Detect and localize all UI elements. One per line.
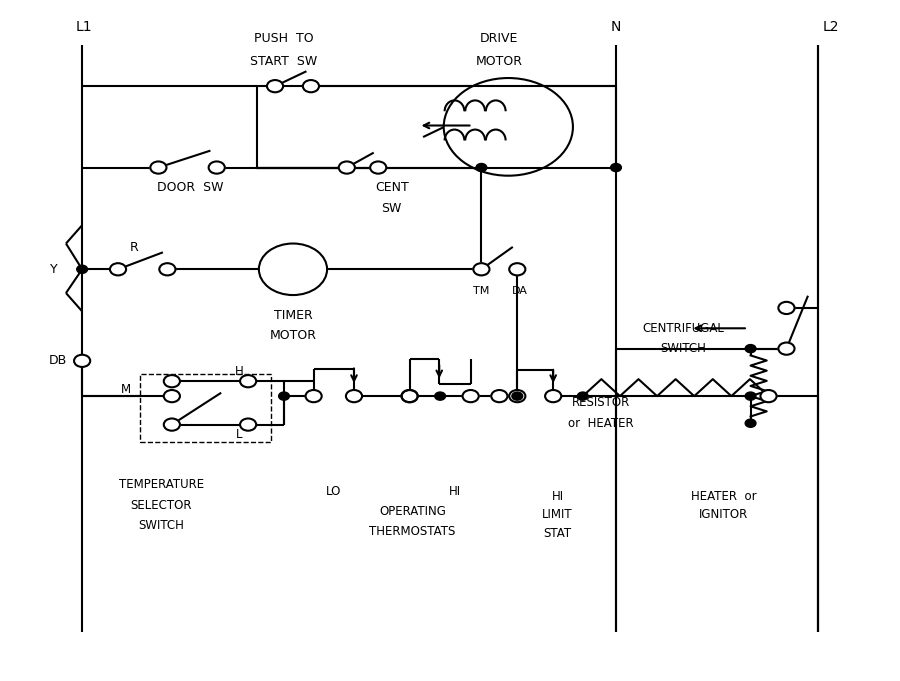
Text: LIMIT: LIMIT bbox=[543, 508, 573, 521]
Circle shape bbox=[509, 263, 526, 275]
Circle shape bbox=[259, 244, 327, 295]
Circle shape bbox=[512, 392, 523, 400]
Text: RESISTOR: RESISTOR bbox=[572, 396, 630, 409]
Text: H: H bbox=[235, 364, 244, 377]
Text: M: M bbox=[122, 383, 131, 396]
Circle shape bbox=[110, 263, 126, 275]
Circle shape bbox=[240, 419, 256, 430]
Circle shape bbox=[473, 263, 490, 275]
Circle shape bbox=[209, 161, 225, 174]
Circle shape bbox=[240, 375, 256, 387]
Text: OPERATING: OPERATING bbox=[379, 505, 446, 518]
Circle shape bbox=[491, 390, 508, 402]
Text: SWITCH: SWITCH bbox=[661, 342, 707, 355]
Circle shape bbox=[303, 80, 319, 92]
Circle shape bbox=[370, 161, 386, 174]
Text: SW: SW bbox=[382, 202, 402, 215]
Circle shape bbox=[305, 390, 321, 402]
Text: IGNITOR: IGNITOR bbox=[699, 508, 748, 521]
Text: TIMER: TIMER bbox=[274, 309, 312, 322]
Circle shape bbox=[509, 390, 526, 402]
Circle shape bbox=[401, 390, 418, 402]
Text: DB: DB bbox=[49, 354, 67, 367]
Text: HI: HI bbox=[552, 490, 563, 503]
Text: THERMOSTATS: THERMOSTATS bbox=[369, 525, 455, 538]
Circle shape bbox=[745, 419, 756, 427]
Text: SELECTOR: SELECTOR bbox=[130, 498, 192, 512]
Text: CENTRIFUGAL: CENTRIFUGAL bbox=[643, 322, 725, 335]
Text: LO: LO bbox=[326, 485, 341, 498]
Text: TM: TM bbox=[473, 286, 490, 296]
Circle shape bbox=[745, 392, 756, 400]
Text: MOTOR: MOTOR bbox=[269, 329, 317, 343]
Circle shape bbox=[74, 355, 90, 367]
Circle shape bbox=[164, 419, 180, 430]
Text: N: N bbox=[611, 20, 621, 34]
Text: PUSH  TO: PUSH TO bbox=[254, 32, 314, 45]
Circle shape bbox=[444, 78, 573, 176]
Circle shape bbox=[545, 390, 562, 402]
Circle shape bbox=[778, 302, 795, 314]
Text: L: L bbox=[236, 428, 242, 441]
Text: or  HEATER: or HEATER bbox=[568, 417, 634, 430]
Text: STAT: STAT bbox=[544, 526, 572, 539]
Circle shape bbox=[778, 343, 795, 355]
Circle shape bbox=[164, 375, 180, 387]
Text: DRIVE: DRIVE bbox=[481, 32, 518, 45]
Text: HEATER  or: HEATER or bbox=[691, 490, 757, 503]
Circle shape bbox=[150, 161, 166, 174]
Circle shape bbox=[610, 163, 621, 172]
Circle shape bbox=[760, 390, 777, 402]
Text: R: R bbox=[130, 241, 139, 254]
Circle shape bbox=[401, 390, 418, 402]
Circle shape bbox=[76, 265, 87, 273]
Circle shape bbox=[338, 161, 355, 174]
Text: L1: L1 bbox=[76, 20, 93, 34]
Text: SWITCH: SWITCH bbox=[139, 519, 184, 532]
Text: L2: L2 bbox=[823, 20, 839, 34]
Text: DOOR  SW: DOOR SW bbox=[157, 181, 223, 194]
Circle shape bbox=[267, 80, 284, 92]
Text: START  SW: START SW bbox=[250, 54, 318, 67]
Circle shape bbox=[164, 390, 180, 402]
Circle shape bbox=[578, 392, 589, 400]
Circle shape bbox=[476, 163, 487, 172]
Circle shape bbox=[346, 390, 362, 402]
Circle shape bbox=[435, 392, 446, 400]
Circle shape bbox=[463, 390, 479, 402]
Text: DA: DA bbox=[512, 286, 528, 296]
Circle shape bbox=[279, 392, 290, 400]
Bar bbox=[257, 86, 616, 168]
Text: CENT: CENT bbox=[374, 181, 409, 194]
Text: TEMPERATURE: TEMPERATURE bbox=[119, 479, 203, 492]
Text: Y: Y bbox=[50, 263, 58, 276]
Text: MOTOR: MOTOR bbox=[476, 54, 523, 67]
Circle shape bbox=[745, 345, 756, 353]
Circle shape bbox=[159, 263, 176, 275]
Text: HI: HI bbox=[448, 485, 461, 498]
Bar bbox=[140, 375, 271, 442]
